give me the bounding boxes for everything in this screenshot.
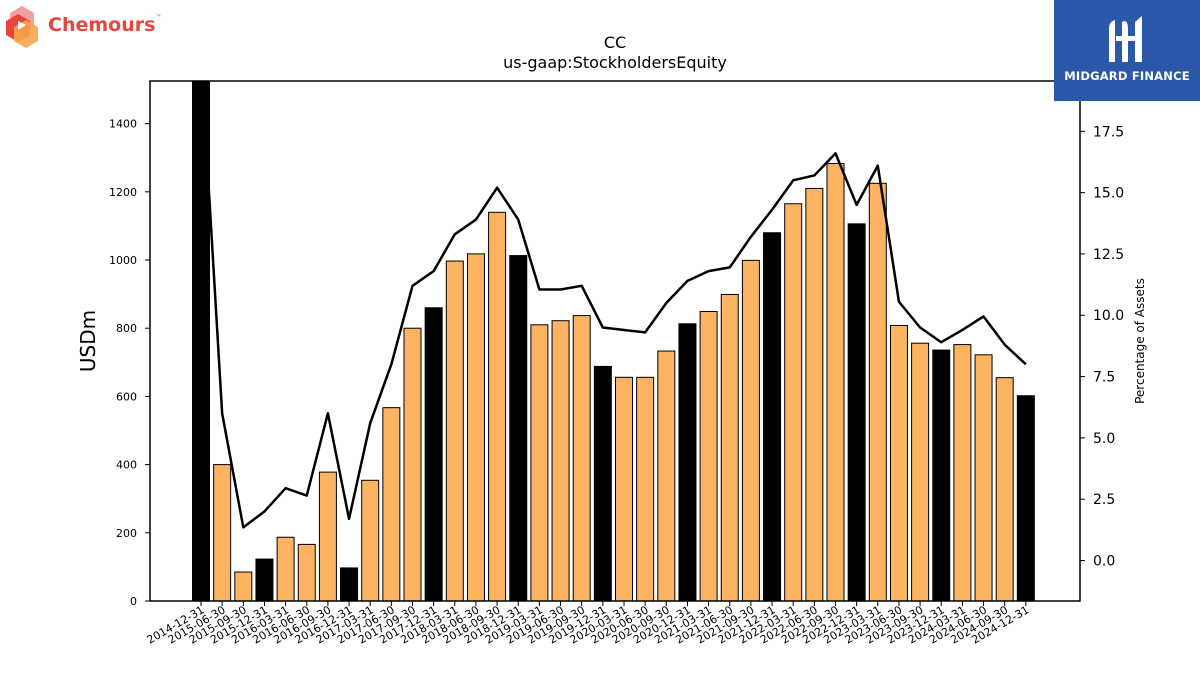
- y2-tick-label: 2.5: [1093, 492, 1115, 508]
- bar-2024-09-30: [995, 377, 1014, 602]
- chart-subtitle: us-gaap:StockholdersEquity: [503, 53, 727, 72]
- plot-frame: [149, 80, 1081, 602]
- bar-2015-06-30: [213, 464, 232, 602]
- x-axis-ticks: 2014-12-312015-06-302015-09-302015-12-31…: [145, 601, 1031, 647]
- bar-2019-12-31: [593, 365, 612, 602]
- bar-2019-06-30: [551, 320, 570, 602]
- bar-2017-06-30: [382, 407, 401, 602]
- bar-2017-09-30: [403, 327, 422, 602]
- y-tick-label: 400: [116, 459, 137, 472]
- chemours-wordmark: Chemours™: [48, 14, 162, 36]
- bar-2015-09-30: [234, 571, 253, 602]
- y2-tick-label: 10.0: [1093, 308, 1124, 324]
- y2-axis-label: Percentage of Assets: [1133, 278, 1147, 404]
- bar-2018-06-30: [466, 253, 485, 602]
- y2-tick-label: 17.5: [1093, 124, 1124, 140]
- y2-tick-label: 7.5: [1093, 370, 1115, 386]
- bar-2022-12-31: [847, 223, 866, 602]
- y-tick-label: 200: [116, 527, 137, 540]
- bar-2021-03-31: [699, 311, 718, 602]
- bar-2017-03-31: [361, 479, 380, 602]
- midgard-mark-icon: [1109, 16, 1142, 62]
- midgard-wordmark: MIDGARD FINANCE: [1064, 69, 1190, 83]
- bar-2016-12-31: [340, 567, 359, 602]
- bar-2015-12-31: [255, 558, 274, 602]
- bar-2022-06-30: [805, 187, 824, 602]
- bar-2019-09-30: [572, 315, 591, 602]
- midgard-finance-logo: MIDGARD FINANCE: [1054, 0, 1200, 101]
- y-tick-label: 800: [116, 322, 137, 335]
- y2-tick-label: 12.5: [1093, 247, 1124, 263]
- bar-2023-03-31: [868, 182, 887, 602]
- bar-2018-12-31: [509, 255, 528, 602]
- y-axis-label: USDm: [76, 310, 100, 372]
- bar-2020-03-31: [615, 376, 633, 602]
- bar-2023-12-31: [932, 349, 951, 602]
- chemours-logo: Chemours™: [4, 4, 164, 48]
- bar-2020-06-30: [636, 376, 655, 602]
- bar-2023-09-30: [911, 342, 930, 602]
- y-tick-label: 0: [130, 595, 137, 608]
- y-tick-label: 1400: [109, 118, 137, 131]
- bar-2023-06-30: [889, 324, 908, 602]
- y2-tick-label: 5.0: [1093, 431, 1115, 447]
- y2-axis-ticks: 0.0 2.5 5.0 7.5 10.0 12.5 15.0 17.5: [1080, 124, 1124, 570]
- bar-2018-09-30: [488, 211, 507, 602]
- line-series: [201, 81, 1027, 529]
- y-tick-label: 600: [116, 390, 137, 403]
- bar-2016-06-30: [297, 543, 316, 602]
- bar-series: [192, 80, 1035, 602]
- bar-2024-03-31: [953, 344, 972, 602]
- bar-2021-06-30: [720, 293, 739, 602]
- y2-tick-label: 15.0: [1093, 186, 1124, 202]
- chemours-hex-icon: [6, 6, 38, 48]
- y2-tick-label: 0.0: [1093, 554, 1115, 570]
- chart-title: CC: [604, 33, 626, 52]
- y-tick-label: 1000: [109, 254, 137, 267]
- bar-2019-03-31: [530, 324, 549, 602]
- percentage-line: [201, 81, 1027, 529]
- bar-2020-09-30: [657, 350, 676, 602]
- bar-2018-03-31: [445, 260, 464, 602]
- bar-2024-12-31: [1016, 395, 1035, 602]
- bar-2024-06-30: [974, 354, 993, 602]
- y-axis-ticks: 0 200 400 600 800 1000 1200 1400: [109, 118, 150, 608]
- bar-2017-12-31: [424, 307, 443, 602]
- bar-2022-09-30: [826, 163, 845, 602]
- y-tick-label: 1200: [109, 186, 137, 199]
- bar-2016-03-31: [276, 536, 295, 602]
- bar-2021-09-30: [741, 259, 760, 602]
- bar-2020-12-31: [678, 323, 697, 602]
- bar-2022-03-31: [784, 203, 803, 602]
- bar-2021-12-31: [763, 232, 782, 602]
- bar-2016-09-30: [318, 471, 337, 602]
